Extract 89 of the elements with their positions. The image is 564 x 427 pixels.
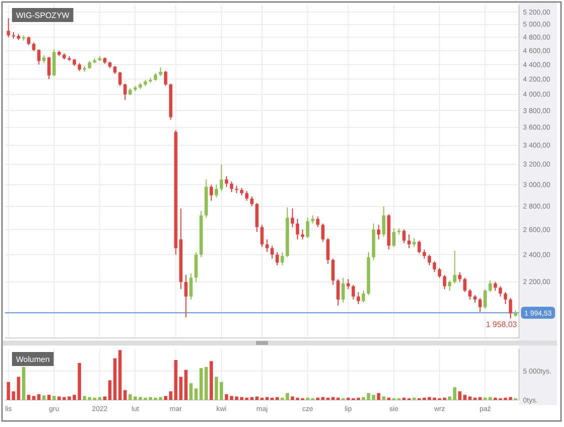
bar	[230, 396, 234, 400]
bar	[82, 396, 86, 400]
candlestick	[210, 184, 213, 202]
candlestick	[52, 48, 56, 77]
candlestick	[432, 260, 436, 273]
bar	[382, 396, 386, 400]
candlestick	[184, 274, 188, 318]
candlestick	[300, 229, 304, 240]
bar	[22, 366, 26, 400]
candlestick	[270, 245, 274, 260]
candlestick	[306, 217, 310, 239]
candlestick	[442, 274, 446, 290]
candlestick	[352, 284, 355, 300]
bar	[194, 388, 198, 400]
bar	[362, 397, 366, 400]
bar	[210, 361, 213, 400]
candlestick	[245, 190, 248, 202]
bar	[88, 397, 92, 400]
candlestick	[422, 248, 426, 260]
bar	[468, 396, 472, 400]
candlestick	[453, 250, 456, 284]
candlestick	[123, 83, 127, 100]
candlestick	[341, 277, 345, 304]
candlestick	[255, 202, 259, 232]
candlestick	[463, 277, 467, 293]
candlestick	[214, 184, 218, 198]
bar	[184, 370, 188, 400]
candlestick	[346, 278, 350, 290]
candlestick	[260, 224, 264, 248]
candlestick	[326, 238, 330, 264]
bar	[123, 390, 127, 400]
candlestick	[448, 280, 452, 292]
candlestick	[458, 272, 462, 282]
candlestick	[336, 278, 340, 306]
bar	[255, 396, 259, 400]
candlestick	[504, 292, 508, 305]
candlestick	[189, 273, 193, 300]
candlestick	[418, 240, 421, 254]
candlestick	[194, 252, 198, 282]
bar	[508, 397, 512, 400]
bar	[189, 383, 193, 400]
bar	[331, 397, 335, 400]
bar	[265, 397, 269, 400]
bar	[52, 396, 56, 400]
bar	[6, 382, 10, 400]
candlestick	[438, 268, 442, 278]
candlestick	[407, 234, 411, 249]
candlestick	[164, 70, 168, 86]
candlestick	[118, 71, 122, 86]
candlestick	[276, 252, 279, 266]
text: WIG-SPOZYW	[16, 11, 70, 20]
candlestick	[280, 252, 284, 266]
candlestick	[47, 56, 51, 80]
candlestick	[331, 258, 335, 286]
text: Wolumen	[16, 355, 50, 364]
bar	[113, 358, 117, 400]
candlestick	[290, 208, 294, 228]
bar	[16, 376, 20, 400]
candlestick	[392, 228, 396, 248]
candlestick	[376, 224, 380, 240]
candlestick	[316, 216, 320, 228]
candlestick	[498, 286, 502, 298]
candlestick	[362, 290, 366, 304]
candlestick	[508, 298, 512, 319]
candlestick	[468, 288, 472, 300]
candlestick	[428, 254, 432, 266]
bar	[158, 397, 162, 400]
bar	[148, 397, 152, 400]
bar	[220, 382, 224, 400]
annotation: 1 958,03	[486, 320, 518, 329]
candlestick	[296, 218, 300, 240]
candlestick	[382, 206, 386, 238]
candlestick	[230, 181, 234, 193]
candlestick	[484, 288, 487, 310]
bar	[214, 376, 218, 400]
bar	[118, 350, 122, 400]
bar	[224, 394, 228, 400]
bar	[478, 397, 482, 400]
candlestick	[37, 48, 40, 66]
candlestick	[220, 164, 224, 192]
candlestick	[356, 292, 360, 305]
bar	[376, 393, 380, 400]
candlestick	[250, 196, 254, 207]
candlestick	[6, 18, 10, 38]
bar	[366, 393, 370, 400]
candlestick	[321, 223, 325, 242]
candlestick	[488, 280, 492, 293]
bar	[78, 362, 82, 400]
bar	[290, 396, 294, 400]
